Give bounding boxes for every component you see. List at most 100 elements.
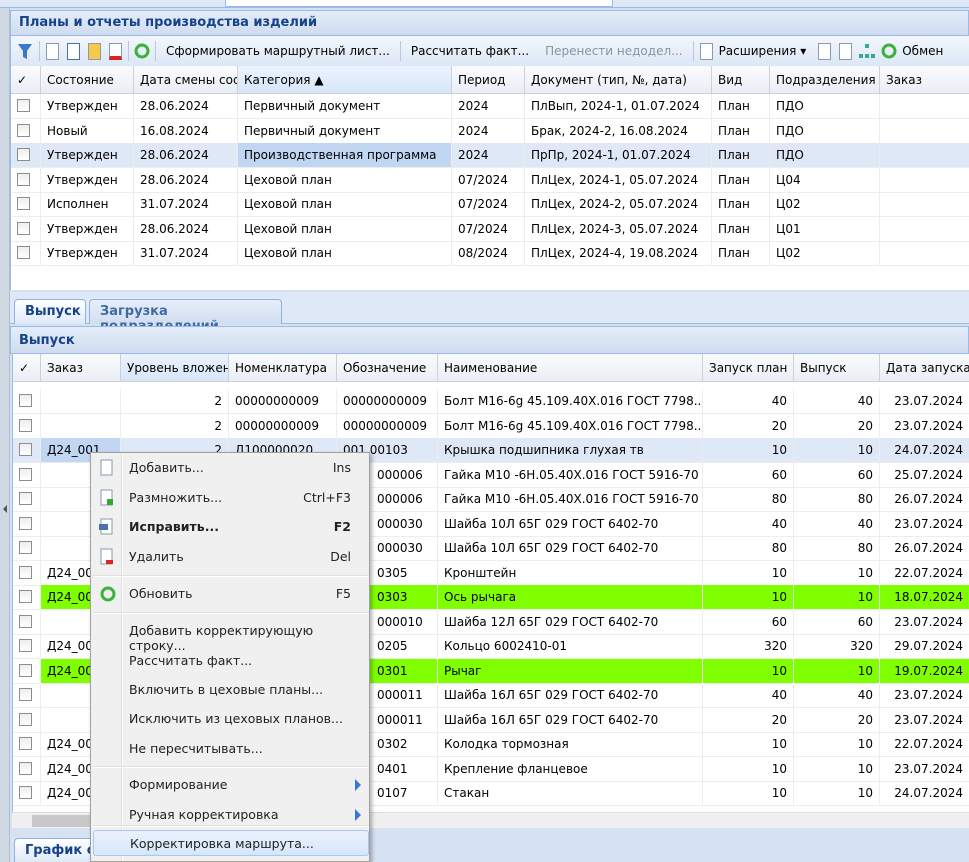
- left-splitter[interactable]: [0, 8, 10, 862]
- filter-icon[interactable]: [17, 41, 35, 61]
- hierarchy-icon[interactable]: [858, 41, 876, 61]
- table-row[interactable]: Д24_00 0401 Крепление фланцевое 10 10 23.07.2…: [13, 756, 969, 782]
- row-checkbox[interactable]: [19, 565, 32, 579]
- table-row[interactable]: Д24_00 0301 Рычаг 10 10 19.07.2024: [13, 658, 969, 684]
- row-checkbox[interactable]: [17, 123, 30, 137]
- top-tab[interactable]: [225, 0, 613, 7]
- row-checkbox[interactable]: [17, 197, 30, 210]
- row-checkbox-cell[interactable]: [13, 683, 41, 707]
- transfer-button[interactable]: Перенести недодел...: [545, 44, 683, 58]
- column-header[interactable]: ✓: [13, 354, 41, 381]
- row-checkbox-cell[interactable]: [13, 413, 41, 438]
- row-checkbox-cell[interactable]: [13, 438, 41, 462]
- column-header[interactable]: Запуск план: [703, 354, 794, 381]
- table-row[interactable]: Д24_00 0107 Стакан 10 10 24.07.2024: [13, 781, 969, 806]
- column-header[interactable]: Обозначение: [337, 354, 438, 381]
- menu-item[interactable]: Исправить... F2: [93, 514, 369, 540]
- row-checkbox-cell[interactable]: [11, 241, 41, 265]
- table-row[interactable]: 000030 Шайба 10Л 65Г 029 ГОСТ 6402-70 80 80…: [13, 536, 969, 561]
- new-doc-icon[interactable]: [46, 42, 59, 60]
- row-checkbox-cell[interactable]: [11, 167, 41, 192]
- row-checkbox[interactable]: [19, 712, 32, 726]
- row-checkbox-cell[interactable]: [13, 781, 41, 805]
- row-checkbox[interactable]: [17, 246, 30, 259]
- menu-item[interactable]: Рассчитать факт...: [93, 648, 369, 674]
- column-header[interactable]: Документ (тип, №, дата): [525, 66, 712, 93]
- menu-item[interactable]: Формирование: [93, 772, 369, 798]
- export-icon[interactable]: [818, 42, 832, 60]
- row-checkbox-cell[interactable]: [13, 560, 41, 585]
- column-header[interactable]: Наименование: [438, 354, 703, 381]
- collapse-arrow-icon[interactable]: [3, 505, 7, 513]
- row-checkbox[interactable]: [19, 737, 32, 750]
- table-row[interactable]: 000011 Шайба 16Л 65Г 029 ГОСТ 6402-70 40 40…: [13, 683, 969, 708]
- table-row[interactable]: Новый 16.08.2024 Первичный документ 2024 Бра…: [11, 118, 969, 144]
- row-checkbox-cell[interactable]: [13, 585, 41, 609]
- menu-item[interactable]: Корректировка маршрута...: [93, 830, 369, 856]
- column-header[interactable]: Номенклатура: [229, 354, 337, 381]
- column-header[interactable]: ✓: [11, 66, 41, 93]
- row-checkbox-cell[interactable]: [11, 118, 41, 143]
- column-header[interactable]: Период: [452, 66, 525, 93]
- row-checkbox-cell[interactable]: [13, 707, 41, 732]
- table-row[interactable]: 000006 Гайка М10 -6Н.05.40Х.016 ГОСТ 5916…: [13, 487, 969, 512]
- scroll-thumb[interactable]: [32, 815, 92, 827]
- column-header[interactable]: Заказ: [41, 354, 121, 381]
- row-checkbox-cell[interactable]: [11, 216, 41, 241]
- row-checkbox-cell[interactable]: [13, 732, 41, 756]
- row-checkbox[interactable]: [17, 148, 30, 161]
- delete-icon[interactable]: [109, 42, 122, 60]
- tab-zagruzka[interactable]: Загрузка подразделений: [89, 299, 282, 334]
- exchange-button[interactable]: Обмен: [902, 44, 944, 58]
- row-checkbox[interactable]: [19, 590, 32, 603]
- row-checkbox-cell[interactable]: [13, 536, 41, 560]
- row-checkbox-cell[interactable]: [13, 756, 41, 781]
- import-icon[interactable]: [839, 42, 853, 60]
- row-checkbox[interactable]: [19, 418, 32, 432]
- open-folder-icon[interactable]: [88, 42, 101, 60]
- table-row[interactable]: 000030 Шайба 10Л 65Г 029 ГОСТ 6402-70 40 40…: [13, 511, 969, 537]
- row-checkbox[interactable]: [19, 492, 32, 505]
- table-row[interactable]: 2 00000000009 00000000009 Болт М16-6g 45.10…: [13, 413, 969, 439]
- table-row[interactable]: Д24_00 0302 Колодка тормозная 10 10 22.07.202…: [13, 732, 969, 757]
- refresh-icon[interactable]: [133, 41, 151, 61]
- exchange-icon[interactable]: [880, 41, 898, 61]
- table-row[interactable]: Утвержден 28.06.2024 Цеховой план 07/2024 Пл…: [11, 216, 969, 242]
- menu-item[interactable]: Включить в цеховые планы...: [93, 677, 369, 703]
- table-row[interactable]: Исполнен 31.07.2024 Цеховой план 07/2024 ПлЦ…: [11, 192, 969, 217]
- row-checkbox[interactable]: [19, 516, 32, 530]
- row-checkbox[interactable]: [19, 467, 32, 481]
- form-route-button[interactable]: Сформировать маршрутный лист...: [166, 44, 390, 58]
- table-row[interactable]: Утвержден 28.06.2024 Производственная прог…: [11, 143, 969, 168]
- row-checkbox[interactable]: [19, 761, 32, 775]
- table-row[interactable]: 000006 Гайка М10 -6Н.05.40Х.016 ГОСТ 5916…: [13, 462, 969, 488]
- table-row[interactable]: Утвержден 28.06.2024 Первичный документ 202…: [11, 94, 969, 119]
- row-checkbox-cell[interactable]: [13, 511, 41, 536]
- row-checkbox-cell[interactable]: [11, 143, 41, 167]
- menu-item[interactable]: Удалить Del: [93, 544, 369, 570]
- menu-item[interactable]: Обновить F5: [93, 581, 369, 607]
- row-checkbox-cell[interactable]: [13, 462, 41, 487]
- row-checkbox-cell[interactable]: [11, 94, 41, 118]
- row-checkbox-cell[interactable]: [13, 609, 41, 634]
- menu-item[interactable]: Добавить корректирующую строку...: [93, 618, 369, 653]
- table-row[interactable]: 000010 Шайба 12Л 65Г 029 ГОСТ 6402-70 60 60…: [13, 609, 969, 635]
- row-checkbox[interactable]: [17, 221, 30, 235]
- row-checkbox-cell[interactable]: [13, 487, 41, 511]
- table-row[interactable]: Д24_00 0303 Ось рычага 10 10 18.07.2024: [13, 585, 969, 610]
- table-row[interactable]: Утвержден 28.06.2024 Цеховой план 07/2024 Пл…: [11, 167, 969, 193]
- row-checkbox[interactable]: [17, 99, 30, 112]
- row-checkbox[interactable]: [17, 172, 30, 186]
- column-header[interactable]: Заказ: [880, 66, 969, 93]
- column-header[interactable]: Категория ▲: [238, 66, 452, 93]
- extensions-button[interactable]: Расширения ▾: [718, 44, 807, 58]
- row-checkbox[interactable]: [19, 639, 32, 652]
- row-checkbox-cell[interactable]: [13, 389, 41, 413]
- row-checkbox-cell[interactable]: [11, 192, 41, 216]
- column-header[interactable]: Дата смены состояния: [134, 66, 238, 93]
- column-header[interactable]: Выпуск: [794, 354, 880, 381]
- menu-item[interactable]: Размножить... Ctrl+F3: [93, 485, 369, 511]
- row-checkbox[interactable]: [19, 614, 32, 628]
- copy-doc-icon[interactable]: [67, 42, 80, 60]
- column-header[interactable]: Вид: [712, 66, 770, 93]
